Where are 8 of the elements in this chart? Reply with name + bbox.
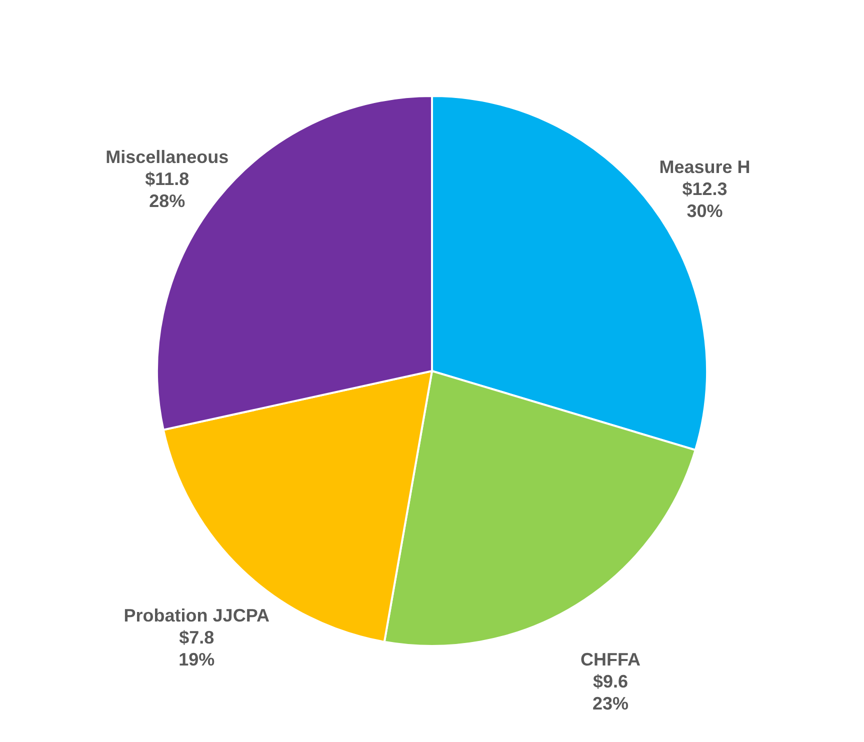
data-label: $12.3 30% [682, 179, 728, 222]
slice-label: Miscellaneous [106, 146, 229, 167]
data-label: $11.8 28% [145, 168, 190, 211]
slice-label: Measure H [659, 157, 750, 178]
data-label: $9.6 23% [592, 671, 628, 714]
slice-label: CHFFA [580, 649, 640, 670]
slice-label: Probation JJCPA [124, 605, 270, 626]
data-label: $7.8 19% [178, 627, 215, 670]
